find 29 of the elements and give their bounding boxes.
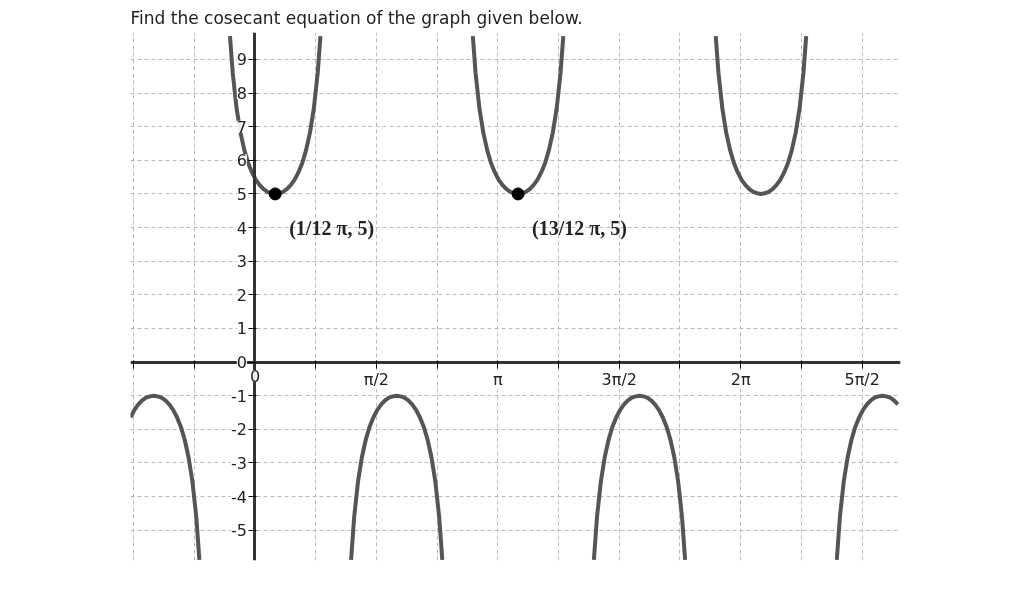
line-series [713, 34, 809, 196]
y-tick-label: 0 [236, 353, 247, 373]
x-tick-label: 0 [249, 367, 261, 387]
x-tick-label: 5π/2 [844, 370, 880, 390]
line-series [591, 393, 688, 561]
x-tick-label: π [493, 370, 504, 390]
line-series [349, 393, 445, 561]
y-tick-label: 5 [236, 184, 247, 204]
y-tick-label: 3 [236, 252, 247, 272]
x-tick-label: 2π [730, 370, 751, 390]
y-tick-label: 6 [236, 151, 247, 171]
annotation: (1/12 π, 5) [289, 216, 375, 240]
y-tick-label: 8 [236, 84, 247, 104]
y-tick-label: 2 [236, 285, 247, 305]
y-tick-label: -3 [231, 453, 247, 473]
chart-title: Find the cosecant equation of the graph given below. [130, 7, 583, 28]
y-tick-label: -2 [231, 420, 247, 440]
y-tick-label: -5 [231, 521, 247, 541]
y-tick-label: -1 [231, 386, 247, 406]
x-tick-label: 3π/2 [601, 370, 637, 390]
line-series [130, 393, 202, 561]
line-series [834, 393, 900, 561]
y-tick-label: -4 [231, 487, 247, 507]
y-tick-label: 9 [236, 50, 247, 70]
y-tick-label: 4 [236, 218, 247, 238]
annotation: (13/12 π, 5) [532, 216, 627, 240]
y-tick-label: 7 [236, 117, 247, 137]
x-tick-label: π/2 [363, 370, 390, 390]
y-tick-label: 1 [236, 319, 247, 339]
